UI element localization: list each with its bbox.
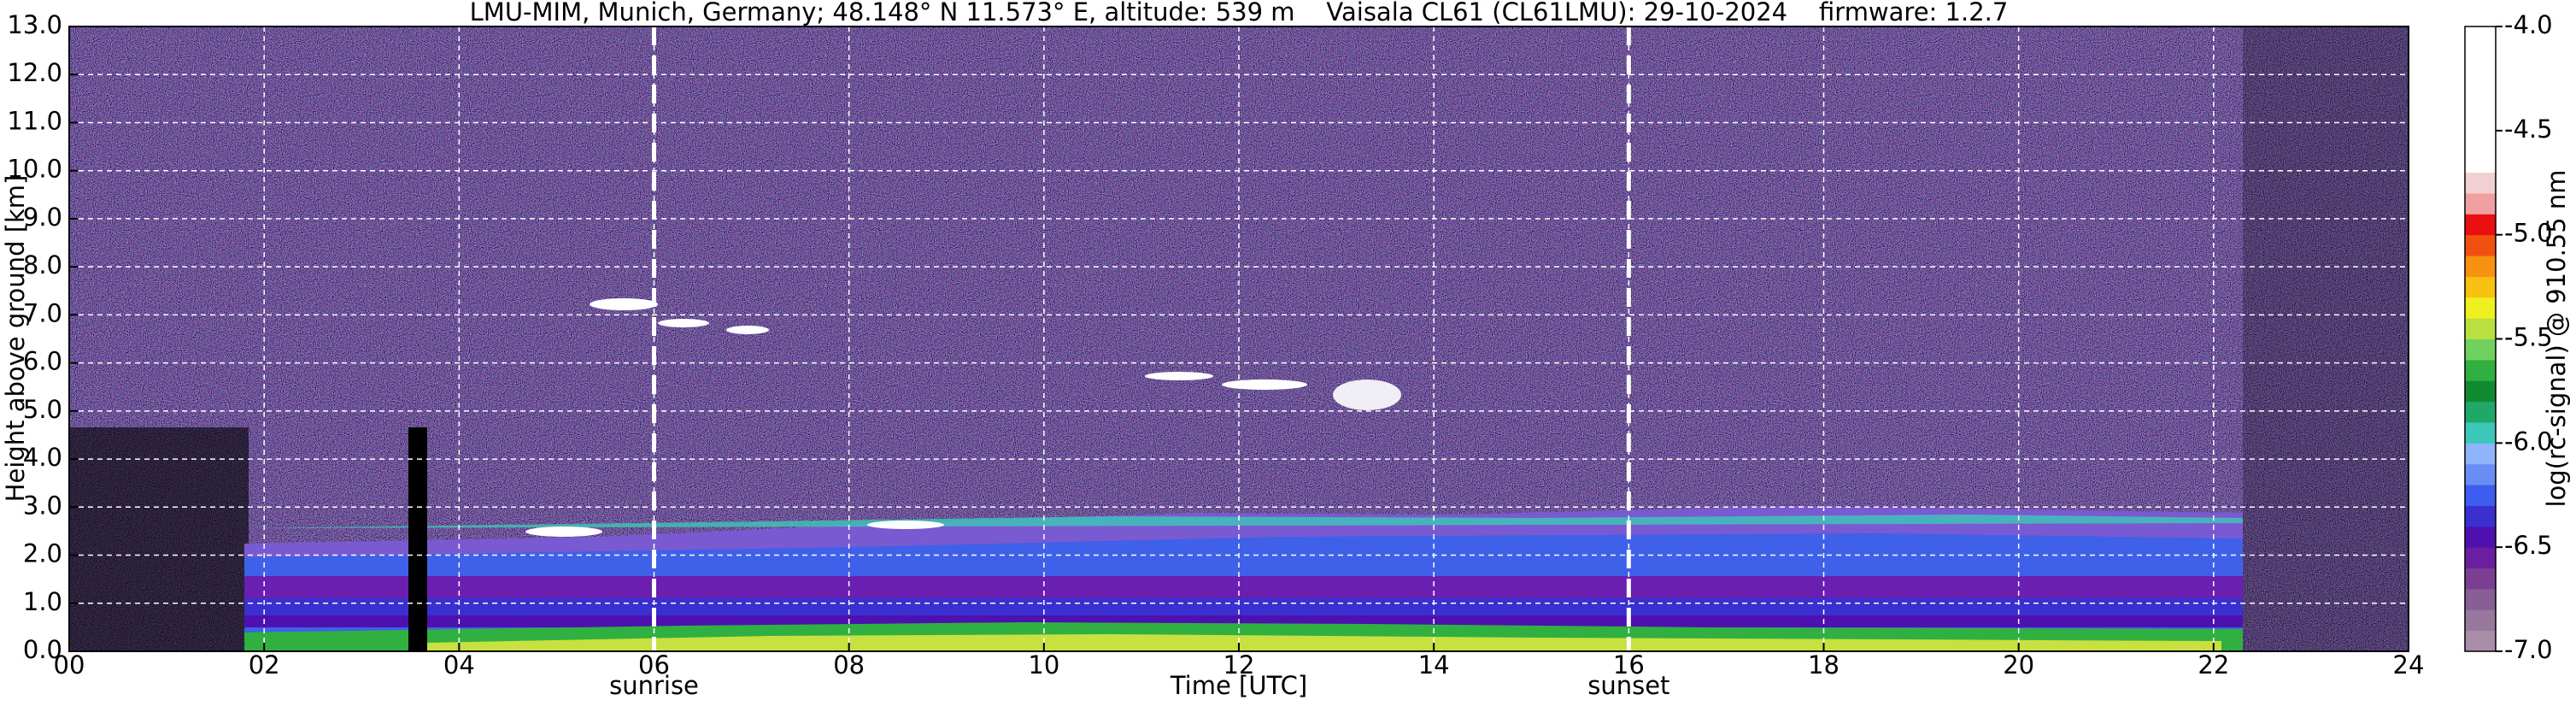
y-tick-label: 9.0 <box>23 203 62 232</box>
colorbar-segment <box>2465 547 2496 569</box>
colorbar-segment <box>2465 380 2496 403</box>
chart-title: LMU-MIM, Munich, Germany; 48.148° N 11.5… <box>470 0 2009 26</box>
colorbar-segment <box>2465 109 2496 132</box>
colorbar-segment <box>2465 338 2496 361</box>
x-tick-label: 06 <box>638 650 670 680</box>
colorbar-segment <box>2465 318 2496 339</box>
x-tick-label: 02 <box>249 650 280 680</box>
x-tick-label: 14 <box>1418 650 1450 680</box>
x-tick-label: 16 <box>1613 650 1645 680</box>
dark-region <box>2243 26 2409 651</box>
x-tick-label: 08 <box>833 650 865 680</box>
colorbar-segment <box>2465 234 2496 256</box>
y-axis-label: Height above ground [km] <box>1 175 30 503</box>
x-tick-label: 10 <box>1028 650 1059 680</box>
colorbar-tick-label: -4.0 <box>2504 10 2553 39</box>
y-tick-label: 12.0 <box>7 58 62 87</box>
colorbar-tick-label: -5.0 <box>2504 219 2553 248</box>
x-tick-label: 12 <box>1223 650 1255 680</box>
colorbar-tick-label: -6.0 <box>2504 427 2553 456</box>
cloud <box>590 298 658 310</box>
colorbar-segment <box>2465 297 2496 319</box>
x-tick-label: 18 <box>1808 650 1840 680</box>
colorbar-segment <box>2465 463 2496 485</box>
colorbar-segment <box>2465 485 2496 506</box>
layer-top <box>244 515 2243 528</box>
y-tick-label: 13.0 <box>7 10 62 39</box>
colorbar-label: log(rc-signal) @ 910.55 nm <box>2542 169 2571 507</box>
y-tick-label: 2.0 <box>23 539 62 568</box>
cloud <box>1222 379 1307 390</box>
colorbar-segment <box>2465 526 2496 548</box>
x-axis-label: Time [UTC] <box>1170 671 1307 700</box>
cloud <box>867 521 944 529</box>
y-tick-label: 4.0 <box>23 443 62 472</box>
colorbar-segment <box>2465 568 2496 590</box>
cloud <box>726 326 769 334</box>
x-tick-label: 04 <box>443 650 475 680</box>
plot-frame <box>68 26 2409 652</box>
colorbar-segment <box>2465 630 2496 652</box>
colorbar-segment <box>2465 214 2496 236</box>
y-tick-label: 10.0 <box>7 155 62 184</box>
aerosol-layer <box>244 598 2243 615</box>
y-tick-label: 5.0 <box>23 395 62 424</box>
colorbar-tick-label: -4.5 <box>2504 115 2553 144</box>
aerosol-layer <box>244 615 2243 627</box>
colorbar-segment <box>2465 130 2496 152</box>
colorbar-segment <box>2465 588 2496 610</box>
colorbar-segment <box>2465 68 2496 90</box>
y-tick-label: 11.0 <box>7 106 62 135</box>
colorbar-segment <box>2465 276 2496 298</box>
cloud <box>525 527 602 537</box>
cloud <box>1333 379 1401 410</box>
cloud <box>658 319 709 327</box>
colorbar-segment <box>2465 172 2496 194</box>
y-tick-label: 0.0 <box>23 635 62 664</box>
colorbar-tick-label: -7.0 <box>2504 635 2553 664</box>
y-tick-label: 1.0 <box>23 587 62 616</box>
colorbar-tick-label: -5.5 <box>2504 323 2553 352</box>
annotation-label: sunset <box>1587 671 1669 700</box>
dark-gap <box>408 427 427 651</box>
colorbar-segment <box>2465 609 2496 632</box>
cloud <box>1145 372 1213 380</box>
x-tick-label: 22 <box>2198 650 2229 680</box>
y-tick-label: 3.0 <box>23 491 62 520</box>
x-tick-label: 24 <box>2393 650 2425 680</box>
surface-layer <box>427 634 2221 651</box>
y-tick-label: 7.0 <box>23 298 62 327</box>
colorbar-segment <box>2465 256 2496 277</box>
y-tick-label: 6.0 <box>23 347 62 376</box>
colorbar-segment <box>2465 151 2496 174</box>
colorbar-segment <box>2465 89 2496 110</box>
x-tick-label: 20 <box>2003 650 2034 680</box>
colorbar-segment <box>2465 192 2496 215</box>
y-tick-label: 8.0 <box>23 250 62 279</box>
colorbar-tick-label: -6.5 <box>2504 531 2553 560</box>
aerosol-layer <box>244 576 2243 598</box>
x-tick-label: 00 <box>54 650 85 680</box>
colorbar-segment <box>2465 401 2496 423</box>
axes: 0.0 1.0 2.0 3.0 4.0 5.0 6.0 7.0 8.0 9.0 10.0 11.0 12… <box>7 10 2552 700</box>
colorbar-segment <box>2465 443 2496 465</box>
dark-region <box>69 427 249 651</box>
colorbar-segment <box>2465 26 2496 48</box>
colorbar-segment <box>2465 505 2496 527</box>
colorbar-segment <box>2465 47 2496 69</box>
colorbar-segment <box>2465 421 2496 444</box>
annotation-label: sunrise <box>609 671 699 700</box>
colorbar-segment <box>2465 359 2496 381</box>
